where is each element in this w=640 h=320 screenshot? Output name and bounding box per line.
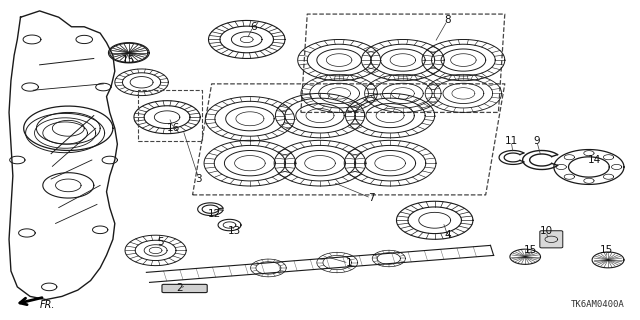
Text: TK6AM0400A: TK6AM0400A [571, 300, 625, 309]
Text: 5: 5 [157, 237, 164, 247]
Text: 15: 15 [524, 245, 537, 255]
FancyBboxPatch shape [540, 231, 563, 248]
Text: 14: 14 [588, 155, 600, 165]
Text: 12: 12 [208, 209, 221, 219]
Text: 7: 7 [367, 193, 374, 203]
Text: 10: 10 [540, 226, 553, 236]
Text: 11: 11 [504, 136, 518, 146]
Text: 16: 16 [167, 123, 180, 133]
Text: 3: 3 [196, 174, 202, 184]
Text: 13: 13 [227, 226, 241, 236]
FancyBboxPatch shape [162, 284, 207, 292]
Text: 15: 15 [122, 55, 136, 65]
Text: 4: 4 [444, 229, 451, 240]
Text: 9: 9 [533, 136, 540, 146]
Text: 8: 8 [444, 15, 451, 25]
Text: 2: 2 [177, 284, 183, 293]
Text: 15: 15 [600, 245, 613, 255]
Text: FR.: FR. [40, 300, 55, 310]
Text: 6: 6 [250, 22, 257, 32]
Text: 1: 1 [346, 258, 352, 268]
